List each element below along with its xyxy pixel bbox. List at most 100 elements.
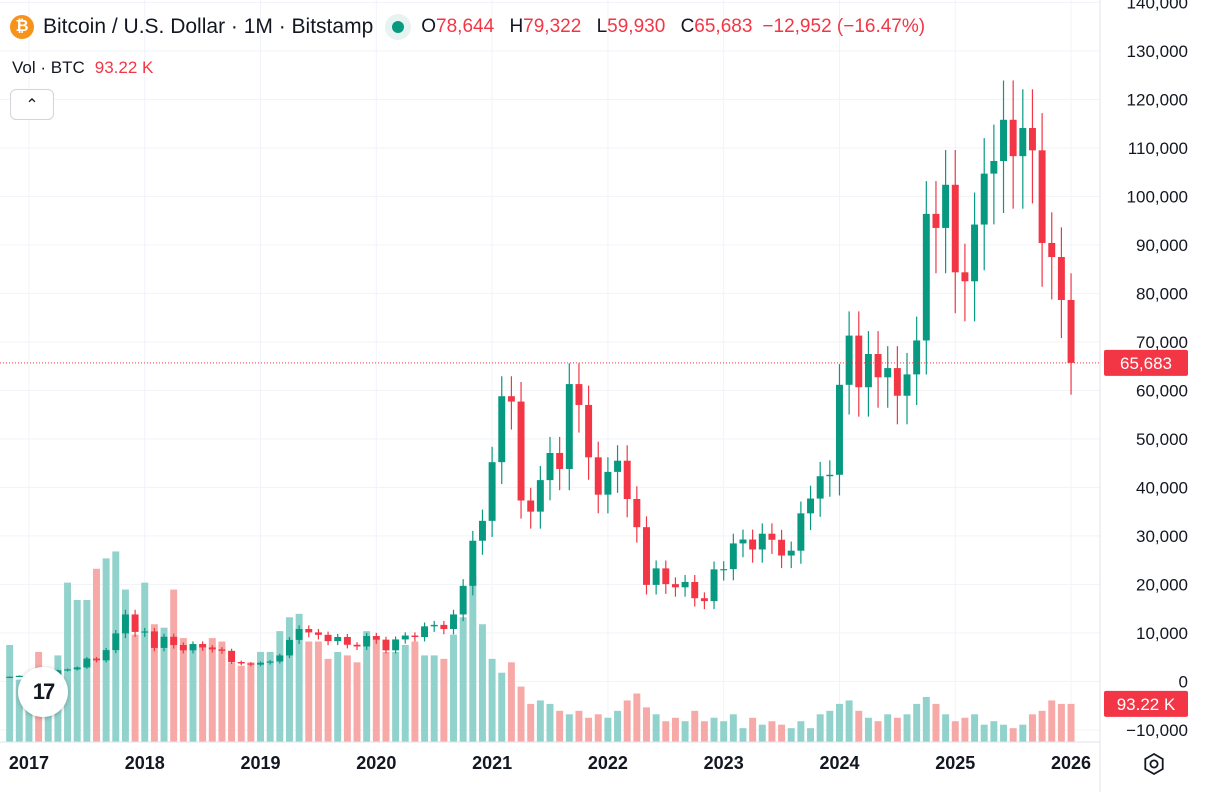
volume-bar bbox=[700, 721, 708, 742]
volume-label[interactable]: Vol · BTC bbox=[12, 58, 85, 77]
volume-bar bbox=[903, 714, 911, 742]
volume-bar bbox=[353, 662, 361, 742]
volume-bar bbox=[565, 714, 573, 742]
candle-body bbox=[816, 476, 824, 499]
candle-body bbox=[324, 634, 332, 642]
volume-bar bbox=[421, 655, 429, 742]
volume-bar bbox=[556, 710, 564, 742]
volume-bar bbox=[459, 617, 467, 742]
candle-body bbox=[990, 161, 998, 174]
volume-bar bbox=[218, 641, 226, 742]
candle-body bbox=[961, 272, 969, 282]
low-label: L bbox=[596, 16, 608, 37]
volume-bar bbox=[681, 721, 689, 742]
candle-body bbox=[729, 543, 737, 570]
candle-body bbox=[295, 629, 303, 640]
candle-body bbox=[286, 639, 293, 656]
volume-bar bbox=[826, 710, 834, 742]
volume-bar bbox=[961, 717, 969, 742]
volume-bar bbox=[864, 717, 872, 742]
volume-bar bbox=[392, 651, 400, 742]
candle-body bbox=[64, 669, 72, 671]
candle-body bbox=[633, 499, 641, 528]
volume-bar bbox=[585, 717, 593, 742]
volume-bar bbox=[286, 617, 293, 742]
candle-body bbox=[93, 658, 100, 661]
collapse-legend-button[interactable]: ⌃ bbox=[10, 89, 54, 120]
open-value: 78,644 bbox=[436, 16, 495, 37]
candle-body bbox=[652, 568, 660, 585]
time-tick-label: 2024 bbox=[819, 753, 859, 773]
open-label: O bbox=[421, 16, 437, 37]
candle-body bbox=[150, 631, 158, 648]
candle-body bbox=[604, 471, 612, 495]
low-value: 59,930 bbox=[607, 16, 666, 37]
close-value: 65,683 bbox=[694, 16, 753, 37]
candle-body bbox=[276, 655, 284, 662]
volume-bar bbox=[440, 658, 448, 742]
volume-bar bbox=[343, 655, 351, 742]
candle-body bbox=[884, 368, 892, 378]
price-tick-label: 20,000 bbox=[1136, 575, 1188, 594]
settings-icon[interactable] bbox=[1141, 751, 1167, 777]
volume-bar bbox=[671, 717, 679, 742]
volume-bar bbox=[93, 568, 100, 742]
price-tick-label: 70,000 bbox=[1136, 333, 1188, 352]
volume-bar bbox=[720, 721, 728, 742]
volume-bar bbox=[498, 672, 506, 742]
volume-bar bbox=[189, 645, 197, 742]
volume-bar bbox=[1038, 710, 1046, 742]
candle-body bbox=[662, 568, 670, 585]
candle-body bbox=[314, 632, 322, 635]
candle-body bbox=[343, 637, 351, 645]
volume-bar bbox=[652, 714, 660, 742]
time-tick-label: 2023 bbox=[704, 753, 744, 773]
candle-body bbox=[1057, 257, 1065, 300]
high-value: 79,322 bbox=[523, 16, 582, 37]
volume-bar bbox=[199, 645, 207, 742]
close-label: C bbox=[680, 16, 695, 37]
candle-body bbox=[845, 335, 853, 385]
volume-bar bbox=[372, 638, 380, 742]
volume-bar bbox=[1067, 703, 1075, 742]
volume-bar bbox=[749, 717, 757, 742]
candle-body bbox=[421, 626, 429, 638]
tradingview-logo[interactable]: 17 bbox=[18, 667, 68, 717]
volume-bar bbox=[247, 662, 255, 742]
volume-bar bbox=[807, 728, 814, 742]
candle-body bbox=[874, 354, 882, 378]
candle-body bbox=[720, 569, 728, 571]
volume-bar bbox=[1048, 700, 1056, 742]
candle-body bbox=[864, 354, 872, 388]
volume-bar bbox=[237, 665, 245, 742]
symbol-title[interactable]: Bitcoin / U.S. Dollar · 1M · Bitstamp bbox=[43, 15, 374, 38]
volume-bar bbox=[855, 710, 863, 742]
candle-body bbox=[112, 633, 120, 651]
volume-bar bbox=[507, 662, 515, 742]
high-label: H bbox=[509, 16, 524, 37]
candle-body bbox=[739, 539, 747, 544]
candle-body bbox=[787, 550, 795, 556]
volume-bar bbox=[64, 582, 72, 742]
volume-bar bbox=[778, 724, 786, 742]
candle-body bbox=[971, 224, 979, 282]
candle-body bbox=[1038, 150, 1046, 243]
volume-bar bbox=[314, 641, 322, 742]
candle-body bbox=[980, 173, 988, 225]
candle-body bbox=[671, 584, 679, 588]
volume-bar bbox=[478, 624, 486, 742]
volume-bar bbox=[1000, 724, 1007, 742]
volume-bar bbox=[787, 728, 795, 742]
chevron-up-icon: ⌃ bbox=[25, 96, 39, 114]
volume-bar bbox=[1009, 728, 1017, 742]
market-status-icon[interactable] bbox=[385, 14, 412, 40]
price-tick-label: 140,000 bbox=[1127, 0, 1188, 12]
volume-bar bbox=[150, 624, 158, 742]
volume-bar bbox=[517, 686, 525, 742]
candle-body bbox=[430, 624, 438, 627]
volume-bar bbox=[6, 645, 14, 742]
candle-body bbox=[546, 452, 554, 481]
volume-bar bbox=[739, 728, 747, 742]
price-tick-label: 90,000 bbox=[1136, 236, 1188, 255]
